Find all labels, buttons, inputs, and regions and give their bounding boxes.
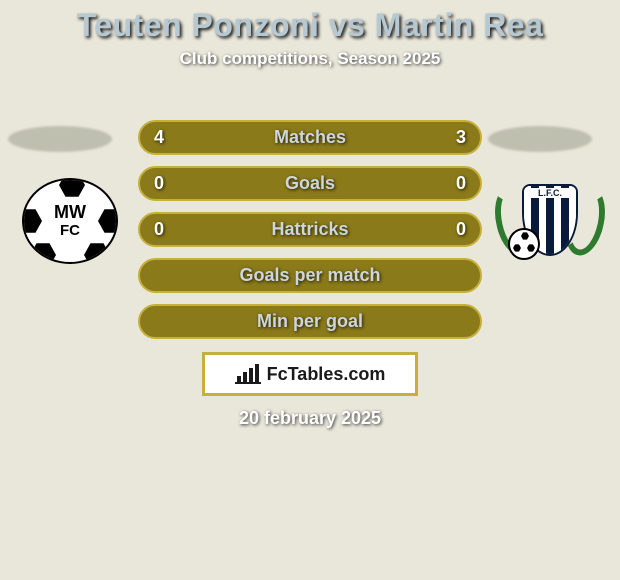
mini-ball-icon [508,228,540,260]
page-subtitle: Club competitions, Season 2025 [0,49,620,69]
stat-value-left: 0 [154,173,164,194]
shield-badge: L.F.C. [524,188,576,198]
soccer-ball-icon: MW FC [22,178,118,264]
crest-left-top: MW [54,202,86,222]
brand-box: FcTables.com [202,352,418,396]
stat-value-left: 0 [154,219,164,240]
stat-rows: Matches 4 3 Goals 0 0 Hattricks 0 0 Goals per mat… [138,120,482,350]
stat-row: Hattricks 0 0 [138,212,482,247]
stat-row: Matches 4 3 [138,120,482,155]
stat-label: Matches [274,127,346,148]
stat-value-right: 0 [456,219,466,240]
bar-chart-icon [235,364,261,384]
player-shadow-right [488,126,592,152]
stat-value-right: 0 [456,173,466,194]
club-crest-right: L.F.C. [500,178,600,264]
stat-row: Min per goal [138,304,482,339]
player-shadow-left [8,126,112,152]
stat-label: Goals [285,173,335,194]
player-h2h-infographic: Teuten Ponzoni vs Martin Rea Club compet… [0,0,620,580]
page-title: Teuten Ponzoni vs Martin Rea [0,8,620,43]
stat-value-left: 4 [154,127,164,148]
stat-label: Goals per match [239,265,380,286]
date-line: 20 february 2025 [0,408,620,429]
stat-label: Hattricks [271,219,348,240]
club-crest-left: MW FC [20,178,120,264]
brand-text: FcTables.com [267,364,386,385]
stat-value-right: 3 [456,127,466,148]
stat-row: Goals per match [138,258,482,293]
stat-row: Goals 0 0 [138,166,482,201]
crest-left-bot: FC [60,222,80,239]
stat-label: Min per goal [257,311,363,332]
